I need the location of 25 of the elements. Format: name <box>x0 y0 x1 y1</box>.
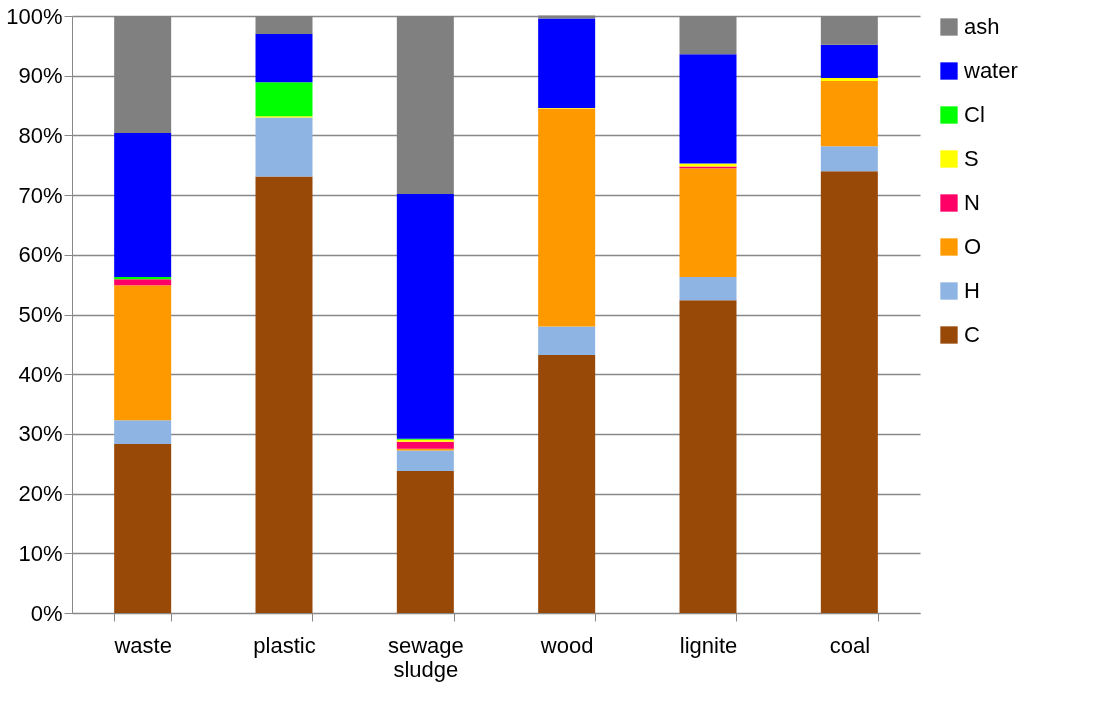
y-tick-label: 0% <box>30 600 63 626</box>
x-tick-label: waste <box>113 632 172 658</box>
legend-label: water <box>963 58 1018 83</box>
legend-label: ash <box>964 14 1000 39</box>
legend-label: O <box>964 234 982 259</box>
y-tick-label: 30% <box>18 421 63 447</box>
y-tick-label: 70% <box>18 182 63 208</box>
x-tick-label: sewage sludge <box>387 632 464 682</box>
legend-label: H <box>964 278 980 303</box>
y-tick-label: 50% <box>18 302 63 327</box>
x-tick-label: lignite <box>679 632 738 658</box>
y-tick-label: 20% <box>18 481 63 507</box>
x-tick-label: plastic <box>253 632 316 658</box>
legend-label: Cl <box>964 102 985 127</box>
legend-label: S <box>964 146 979 171</box>
x-tick-label: wood <box>539 632 594 658</box>
legend-label: N <box>964 190 980 215</box>
y-tick-label: 10% <box>18 540 63 566</box>
y-tick-label: 60% <box>18 242 63 268</box>
x-tick-label: coal <box>829 632 871 658</box>
y-tick-label: 90% <box>18 63 63 89</box>
y-tick-label: 40% <box>18 361 63 387</box>
y-tick-label: 80% <box>18 122 63 148</box>
legend-label: C <box>964 322 980 347</box>
y-tick-label: 100% <box>6 3 63 29</box>
